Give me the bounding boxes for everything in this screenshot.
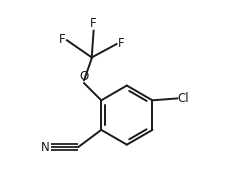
Text: F: F (90, 17, 97, 30)
Text: Cl: Cl (178, 92, 189, 105)
Text: F: F (59, 33, 66, 46)
Text: F: F (117, 37, 124, 50)
Text: O: O (79, 70, 89, 83)
Text: N: N (41, 140, 50, 154)
